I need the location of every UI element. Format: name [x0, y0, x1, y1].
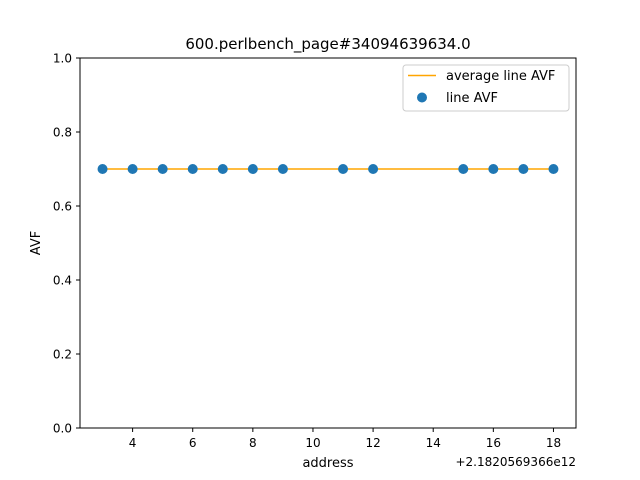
scatter-point: [247, 164, 258, 174]
y-axis-label: AVF: [29, 231, 44, 255]
scatter-point: [157, 164, 168, 174]
y-tick-label: 1.0: [53, 52, 72, 66]
scatter-point: [127, 164, 138, 174]
x-tick-label: 4: [129, 436, 137, 450]
scatter-point: [518, 164, 529, 174]
chart-title: 600.perlbench_page#34094639634.0: [185, 35, 470, 54]
scatter-point: [217, 164, 228, 174]
scatter-point: [97, 164, 108, 174]
scatter-point: [277, 164, 288, 174]
legend-label-average-line: average line AVF: [446, 69, 555, 84]
x-tick-label: 16: [486, 436, 501, 450]
scatter-point: [458, 164, 469, 174]
y-tick-label: 0.0: [53, 422, 72, 436]
legend-swatch-line-avf: [417, 92, 427, 103]
x-tick-label: 8: [249, 436, 257, 450]
x-tick-label: 12: [365, 436, 380, 450]
scatter-point: [187, 164, 198, 174]
y-tick-label: 0.8: [53, 126, 72, 140]
x-tick-label: 18: [546, 436, 561, 450]
plot-frame: [79, 57, 577, 429]
legend-box: [402, 64, 570, 112]
y-tick-label: 0.6: [53, 200, 72, 214]
scatter-point: [488, 164, 499, 174]
x-tick-label: 10: [305, 436, 320, 450]
legend: average line AVF line AVF: [402, 64, 570, 112]
y-tick-label: 0.4: [53, 274, 72, 288]
legend-label-line-avf: line AVF: [446, 91, 498, 106]
scatter-point: [338, 164, 349, 174]
x-axis-offset-label: +2.1820569366e12: [455, 455, 576, 469]
scatter-point: [548, 164, 559, 174]
x-tick-label: 6: [189, 436, 197, 450]
x-tick-label: 14: [426, 436, 441, 450]
x-axis-label: address: [302, 456, 353, 471]
scatter-point: [368, 164, 379, 174]
y-tick-label: 0.2: [53, 348, 72, 362]
